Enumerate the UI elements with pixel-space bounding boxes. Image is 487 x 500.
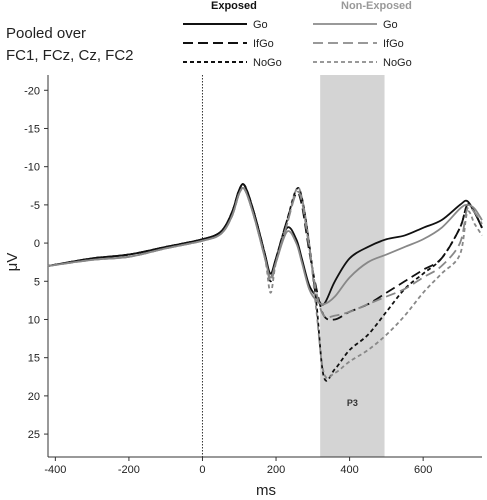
x-axis-ticks: -400 -200 0 200 400 600	[44, 457, 432, 476]
legend-entry-label: IfGo	[253, 38, 274, 50]
x-tick-label: -200	[118, 464, 140, 476]
series-layer	[47, 183, 483, 382]
x-tick-label: 0	[199, 464, 205, 476]
y-axis-title: μV	[4, 253, 21, 272]
plot-frame	[47, 75, 482, 458]
x-tick-label: 200	[267, 464, 285, 476]
y-tick-label: 0	[34, 238, 40, 250]
legend: Exposed Go IfGo NoGo Non-Exposed Go IfGo NoGo	[183, 0, 412, 69]
y-tick-label: 5	[34, 276, 40, 288]
series-line-nonexposed-nogo	[47, 186, 483, 379]
y-axis-ticks: -20 -15 -10 -5 0 5 10 15 20 25	[24, 85, 48, 441]
x-tick-label: 600	[414, 464, 432, 476]
series-line-exposed-nogo	[47, 183, 483, 382]
y-tick-label: -5	[30, 200, 40, 212]
y-tick-label: -15	[24, 123, 40, 135]
legend-entry-label: NoGo	[253, 57, 282, 69]
pool-title-line-1: Pooled over	[6, 25, 86, 42]
x-axis-title: ms	[256, 482, 276, 499]
legend-entry-label: Go	[383, 19, 398, 31]
y-tick-label: 20	[28, 391, 40, 403]
series-line-exposed-go	[47, 183, 483, 306]
shaded-region: P3	[320, 75, 385, 457]
y-tick-label: 25	[28, 429, 40, 441]
p3-label: P3	[347, 398, 358, 408]
legend-entry-label: NoGo	[383, 57, 412, 69]
y-tick-label: 10	[28, 314, 40, 326]
legend-group-title: Non-Exposed	[341, 0, 412, 12]
p3-window-shade	[320, 75, 385, 457]
series-line-nonexposed-ifgo	[47, 187, 483, 319]
legend-entry-label: Go	[253, 19, 268, 31]
legend-group-title: Exposed	[211, 0, 257, 12]
y-tick-label: -20	[24, 85, 40, 97]
pool-title-line-2: FC1, FCz, Cz, FC2	[6, 47, 134, 64]
legend-entry-label: IfGo	[383, 38, 404, 50]
x-tick-label: -400	[44, 464, 66, 476]
y-tick-label: -10	[24, 162, 40, 174]
x-tick-label: 400	[340, 464, 358, 476]
series-line-nonexposed-go	[47, 187, 483, 306]
y-tick-label: 15	[28, 353, 40, 365]
